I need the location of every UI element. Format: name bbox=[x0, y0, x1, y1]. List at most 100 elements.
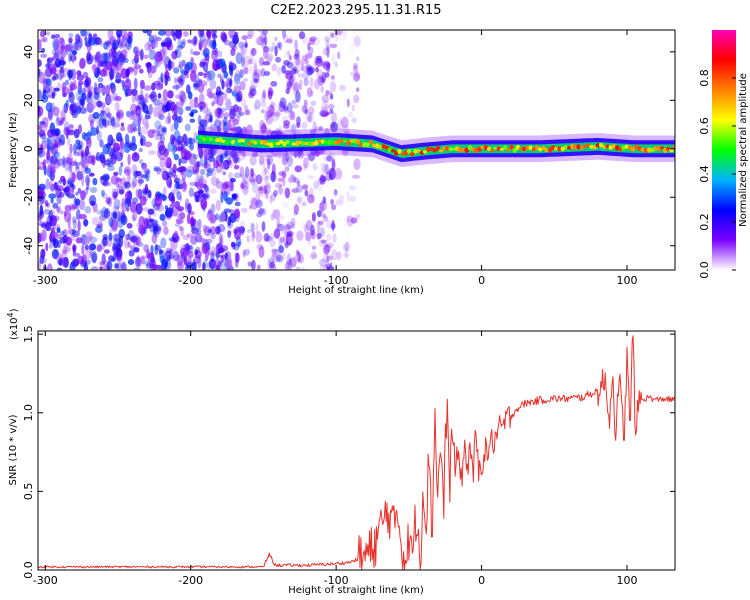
heatmap-cell bbox=[41, 197, 46, 204]
heatmap-cell bbox=[95, 51, 100, 62]
heatmap-cell bbox=[331, 75, 335, 80]
heatmap-cell bbox=[279, 236, 286, 243]
heatmap-cell bbox=[135, 189, 139, 198]
heatmap-cell bbox=[216, 94, 224, 107]
heatmap-cell bbox=[85, 259, 91, 265]
heatmap-cell bbox=[213, 96, 219, 105]
heatmap-cell bbox=[147, 208, 155, 215]
heatmap-cell bbox=[350, 217, 358, 224]
colorbar-tick-label: 0.8 bbox=[698, 69, 711, 87]
heatmap-cell bbox=[160, 41, 167, 47]
heatmap-cell bbox=[294, 165, 303, 173]
heatmap-cell bbox=[102, 66, 108, 73]
heatmap-cell bbox=[355, 56, 360, 62]
heatmap-cell bbox=[228, 147, 232, 158]
snr-y-tick-label: 0.0 bbox=[22, 561, 35, 579]
heatmap-cell bbox=[228, 159, 232, 165]
heatmap-cell bbox=[69, 188, 75, 196]
heatmap-cell bbox=[116, 262, 123, 270]
heatmap-cell bbox=[65, 209, 72, 219]
heatmap-cell bbox=[92, 177, 98, 186]
heatmap-cell bbox=[238, 150, 247, 161]
heatmap-cell bbox=[145, 123, 150, 129]
heatmap-cell bbox=[45, 221, 52, 232]
heatmap-cell bbox=[261, 221, 266, 232]
heatmap-cell bbox=[307, 42, 311, 51]
heatmap-cell bbox=[154, 120, 162, 130]
heatmap-ridge-cell bbox=[285, 140, 290, 144]
heatmap-cell bbox=[210, 176, 219, 187]
heatmap-cell bbox=[115, 132, 123, 142]
heatmap-cell bbox=[38, 187, 45, 199]
heatmap-cell bbox=[160, 237, 167, 249]
heatmap-cell bbox=[296, 56, 301, 66]
heatmap-cell bbox=[228, 30, 236, 38]
heatmap-cell bbox=[233, 73, 241, 85]
heatmap-cell bbox=[331, 219, 335, 232]
heatmap-cell bbox=[66, 177, 74, 189]
heatmap-cell bbox=[46, 164, 50, 177]
heatmap-cell bbox=[233, 152, 239, 164]
heatmap-cell bbox=[241, 47, 245, 59]
heatmap-cell bbox=[292, 57, 297, 69]
heatmap-cell bbox=[79, 107, 87, 114]
heatmap-cell bbox=[74, 165, 80, 173]
heatmap-cell bbox=[133, 77, 138, 90]
heatmap-cell bbox=[119, 40, 127, 48]
heatmap-cell bbox=[166, 157, 172, 169]
heatmap-cell bbox=[167, 59, 172, 71]
heatmap-cell bbox=[131, 152, 140, 162]
heatmap-cell bbox=[103, 208, 111, 219]
heatmap-cell bbox=[249, 50, 254, 61]
heatmap-cell bbox=[167, 90, 174, 99]
heatmap-cell bbox=[138, 147, 143, 153]
heatmap-cell bbox=[60, 210, 64, 215]
heatmap-cell bbox=[62, 116, 66, 122]
heatmap-cell bbox=[208, 156, 216, 163]
heatmap-cell bbox=[220, 81, 228, 88]
heatmap-cell bbox=[148, 104, 153, 115]
heatmap-ridge-cell bbox=[541, 146, 546, 151]
heatmap-cell bbox=[353, 35, 361, 47]
heatmap-cell bbox=[222, 92, 228, 101]
heatmap-cell bbox=[245, 34, 253, 40]
heatmap-cell bbox=[138, 159, 144, 165]
heatmap-cell bbox=[85, 132, 93, 137]
heatmap-cell bbox=[99, 139, 104, 148]
heatmap-cell bbox=[235, 192, 239, 202]
heatmap-cell bbox=[144, 259, 153, 267]
heatmap-cell bbox=[219, 212, 226, 223]
heatmap-cell bbox=[38, 159, 41, 170]
heatmap-cell bbox=[337, 51, 341, 60]
heatmap-cell bbox=[283, 263, 292, 270]
heatmap-cell bbox=[83, 262, 88, 270]
heatmap-cell bbox=[141, 125, 149, 135]
heatmap-cell bbox=[187, 203, 192, 214]
heatmap-cell bbox=[320, 106, 327, 115]
heatmap-cell bbox=[167, 112, 171, 124]
heatmap-cell bbox=[113, 199, 121, 210]
heatmap-cell bbox=[326, 266, 335, 270]
heatmap-cell bbox=[233, 164, 240, 170]
heatmap-cell bbox=[42, 85, 51, 94]
heatmap-cell bbox=[96, 125, 100, 135]
heatmap-cell bbox=[112, 41, 117, 52]
heatmap-cell bbox=[175, 94, 181, 100]
heatmap-cell bbox=[198, 189, 204, 194]
heatmap-cell bbox=[73, 128, 80, 139]
heatmap-cell bbox=[71, 259, 79, 268]
heatmap-ridge-cell bbox=[365, 142, 370, 148]
heatmap-cell bbox=[328, 173, 333, 181]
heatmap-cell bbox=[127, 241, 131, 248]
heatmap-cell bbox=[125, 39, 132, 50]
heatmap-cell bbox=[75, 198, 81, 206]
heatmap-cell bbox=[156, 166, 161, 175]
heatmap-cell bbox=[77, 82, 83, 95]
heatmap-cell bbox=[298, 31, 306, 40]
heatmap-cell bbox=[315, 58, 323, 67]
heatmap-cell bbox=[47, 109, 53, 121]
heatmap-cell bbox=[257, 264, 261, 270]
heatmap-cell bbox=[271, 208, 276, 220]
heatmap-cell bbox=[233, 172, 242, 179]
